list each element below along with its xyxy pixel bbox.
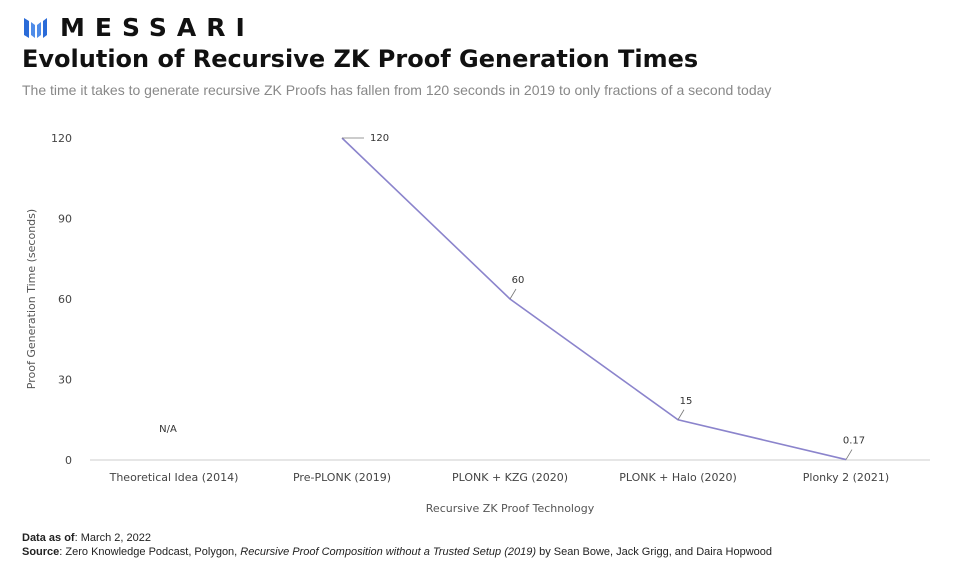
x-tick-label: PLONK + KZG (2020) xyxy=(452,471,568,484)
y-tick-label: 90 xyxy=(58,213,72,226)
y-tick-label: 120 xyxy=(51,132,72,145)
data-as-of-value: : March 2, 2022 xyxy=(74,532,152,544)
data-as-of-label: Data as of xyxy=(22,532,75,544)
source-text-2: by Sean Bowe, Jack Grigg, and Daira Hopw… xyxy=(536,546,773,558)
messari-logo: MESSARI xyxy=(22,12,255,42)
x-axis-ticks: Theoretical Idea (2014) Pre-PLONK (2019) P… xyxy=(109,471,890,484)
data-labels: N/A 120 60 15 0.17 xyxy=(159,133,865,460)
y-axis-label: Proof Generation Time (seconds) xyxy=(25,209,38,389)
source-note: Source: Zero Knowledge Podcast, Polygon,… xyxy=(22,546,772,558)
data-label: 0.17 xyxy=(843,436,865,447)
messari-logo-icon xyxy=(24,18,47,38)
chart-subtitle: The time it takes to generate recursive … xyxy=(22,82,772,98)
x-tick-label: Pre-PLONK (2019) xyxy=(293,471,391,484)
x-tick-label: Plonky 2 (2021) xyxy=(803,471,889,484)
data-label: 60 xyxy=(512,275,525,286)
x-tick-label: PLONK + Halo (2020) xyxy=(619,471,737,484)
source-title: Recursive Proof Composition without a Tr… xyxy=(240,546,537,558)
data-label-leader xyxy=(509,288,517,300)
data-label-leader xyxy=(845,449,853,460)
brand-name: MESSARI xyxy=(60,12,255,42)
y-tick-label: 30 xyxy=(58,374,72,387)
x-axis-label: Recursive ZK Proof Technology xyxy=(426,502,595,515)
y-tick-label: 0 xyxy=(65,454,72,467)
data-label: 15 xyxy=(680,396,693,407)
data-label: N/A xyxy=(159,424,177,435)
source-label: Source xyxy=(22,546,60,558)
data-label-leader xyxy=(677,409,685,420)
series-line xyxy=(341,137,847,461)
source-text-1: : Zero Knowledge Podcast, Polygon, xyxy=(59,546,241,558)
data-label: 120 xyxy=(370,133,389,144)
y-tick-label: 60 xyxy=(58,293,72,306)
chart-title: Evolution of Recursive ZK Proof Generati… xyxy=(22,45,699,73)
y-axis-ticks: 0 30 60 90 120 xyxy=(51,132,72,467)
data-as-of: Data as of: March 2, 2022 xyxy=(22,532,151,544)
x-tick-label: Theoretical Idea (2014) xyxy=(109,471,239,484)
